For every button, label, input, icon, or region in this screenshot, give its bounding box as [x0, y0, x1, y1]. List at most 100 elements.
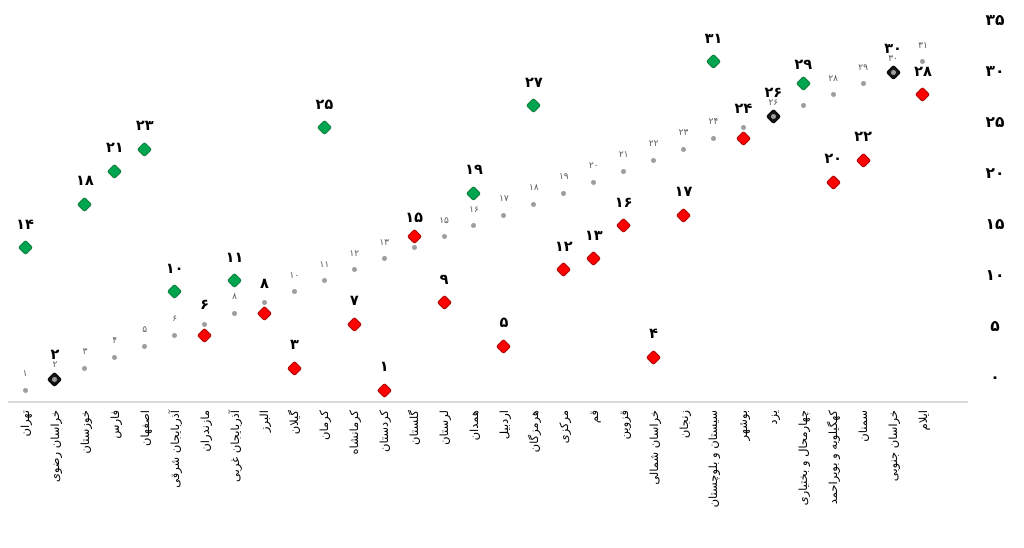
sequence-dot — [681, 146, 687, 152]
value-diamond-marker — [436, 294, 452, 311]
x-axis-category-label: قزوین — [616, 410, 631, 440]
value-label: ۲۲ — [854, 129, 872, 146]
value-diamond-marker — [795, 75, 812, 92]
value-label: ۲۴ — [734, 100, 753, 117]
value-diamond-marker — [166, 283, 183, 300]
value-diamond-marker — [17, 240, 33, 256]
x-axis-category-label: کردستان — [377, 410, 392, 452]
sequence-dot — [22, 387, 28, 393]
sequence-dot — [172, 332, 178, 338]
value-label: ۸ — [260, 275, 269, 292]
x-axis-category-label: گیلان — [287, 410, 302, 435]
x-axis-category-label: اصفهان — [137, 410, 152, 447]
sequence-dot — [202, 321, 208, 327]
value-label: ۳ — [289, 337, 299, 354]
sequence-label: ۵ — [142, 325, 148, 336]
value-label: ۲۹ — [794, 56, 813, 73]
sequence-label: ۱۵ — [439, 215, 449, 226]
value-label: ۱۰ — [165, 260, 184, 277]
value-diamond-marker — [675, 207, 692, 223]
sequence-dot — [411, 245, 417, 251]
sequence-label: ۳ — [82, 347, 88, 358]
x-axis-category-label: اردبیل — [496, 410, 511, 440]
sequence-dot — [531, 201, 537, 207]
sequence-label: ۲۲ — [648, 139, 659, 150]
value-label: ۱۵ — [405, 209, 423, 226]
y-tick-label: ۳۰ — [985, 62, 1005, 80]
sequence-dot — [740, 125, 746, 130]
value-label: ۲۳ — [135, 118, 154, 135]
value-diamond-marker — [705, 54, 722, 70]
sequence-dot — [82, 365, 88, 371]
value-label: ۱۸ — [76, 173, 94, 190]
x-axis-category-label: خوزستان — [77, 410, 92, 454]
x-axis-category-label: البرز — [257, 410, 272, 433]
sequence-label: ۱۲ — [349, 248, 360, 259]
sequence-dot — [890, 70, 896, 76]
value-diamond-marker — [825, 174, 841, 190]
value-diamond-marker — [645, 349, 662, 366]
sequence-dot — [471, 223, 477, 229]
x-axis-category-label: کرمان — [317, 410, 332, 440]
value-diamond-marker — [196, 327, 213, 344]
value-diamond-marker — [316, 119, 333, 136]
sequence-label: ۲۴ — [708, 117, 719, 128]
sequence-dot — [770, 114, 776, 120]
value-label: ۱۹ — [465, 162, 483, 179]
x-axis-category-label: هرمزگان — [526, 410, 541, 453]
value-label: ۱۳ — [584, 227, 603, 244]
sequence-dot — [261, 300, 267, 306]
x-axis-category-label: ایلام — [915, 410, 930, 431]
x-axis-category-label: همدان — [466, 410, 481, 441]
value-label: ۲۵ — [315, 96, 334, 113]
sequence-label: ۱۹ — [558, 172, 569, 183]
x-axis-category-label: آذربایجان غربی — [227, 410, 242, 482]
x-axis-category-label: فارس — [107, 410, 122, 439]
value-diamond-marker — [226, 272, 243, 289]
value-label: ۱۲ — [554, 238, 573, 255]
value-diamond-marker — [855, 152, 871, 169]
value-label: ۳۰ — [884, 40, 902, 57]
x-axis-category-label: گلستان — [407, 410, 422, 445]
sequence-label: ۳۱ — [918, 40, 928, 51]
value-diamond-marker — [466, 185, 482, 201]
value-diamond-marker — [735, 130, 752, 147]
value-diamond-marker — [585, 250, 602, 267]
value-label: ۳۱ — [704, 30, 723, 47]
value-label: ۷ — [349, 293, 359, 310]
value-diamond-marker — [556, 261, 572, 278]
y-tick-label: ۱۰ — [985, 266, 1005, 284]
value-diamond-marker — [915, 86, 931, 103]
value-label: ۶ — [200, 297, 210, 314]
value-diamond-marker — [77, 196, 93, 212]
x-axis-category-label: تهران — [18, 410, 32, 437]
x-axis-category-label: مرکزی — [556, 410, 571, 444]
x-axis-category-label: سیستان و بلوچستان — [706, 410, 721, 508]
value-label: ۱ — [379, 359, 389, 376]
value-label: ۲۱ — [105, 140, 124, 157]
sequence-label: ۱۸ — [529, 183, 539, 194]
value-label: ۱۴ — [16, 216, 34, 233]
y-tick-label: ۰ — [990, 368, 1000, 386]
value-label: ۹ — [439, 271, 449, 288]
sequence-label: ۸ — [232, 292, 237, 303]
value-label: ۵ — [499, 315, 509, 332]
x-axis-category-label: کهگیلویه و بویراحمد — [826, 410, 841, 505]
sequence-dot — [142, 343, 148, 349]
sequence-dot — [112, 354, 118, 360]
value-diamond-marker — [107, 163, 123, 180]
sequence-label: ۲۳ — [678, 128, 689, 139]
sequence-dot — [651, 157, 657, 163]
x-axis-category-label: یزد — [766, 410, 781, 425]
sequence-label: ۳۰ — [888, 53, 898, 64]
sequence-label: ۱۳ — [379, 237, 390, 248]
value-diamond-marker — [286, 360, 303, 376]
sequence-dot — [591, 179, 597, 185]
value-label: ۲۶ — [764, 84, 783, 101]
sequence-dot — [800, 103, 806, 109]
y-tick-label: ۳۵ — [985, 11, 1005, 29]
sequence-label: ۲ — [52, 360, 58, 371]
y-tick-label: ۵ — [990, 317, 1000, 335]
sequence-dot — [381, 256, 387, 262]
x-axis-category-label: لرستان — [437, 410, 452, 445]
